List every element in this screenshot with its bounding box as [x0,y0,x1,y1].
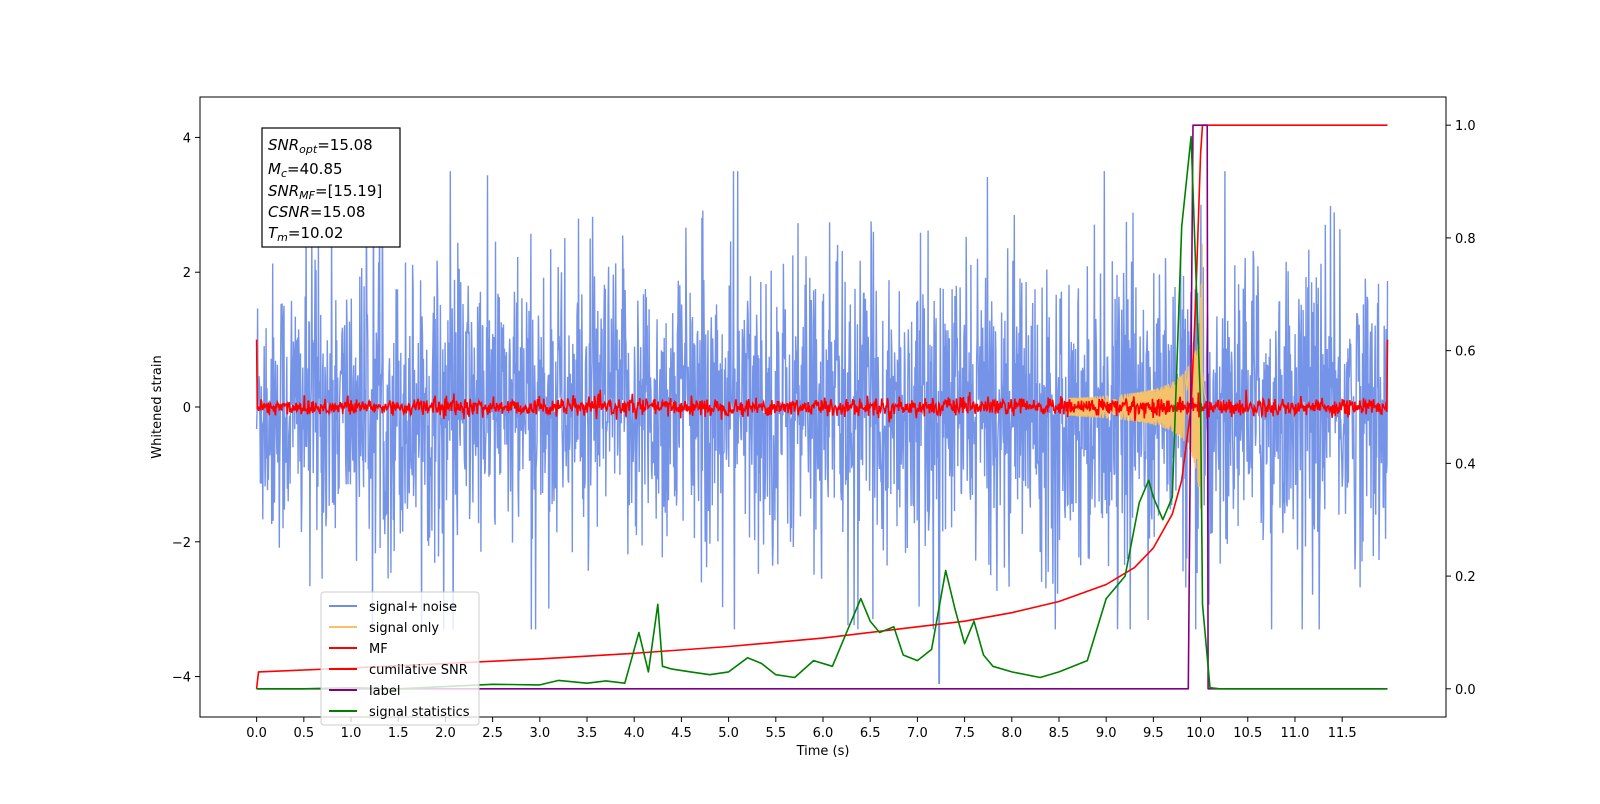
info-snr-opt: SNRopt=15.08 [268,136,373,156]
series-cumulative-snr [255,124,1388,689]
y-right-tick-label: 0.8 [1455,232,1476,247]
x-tick-label: 10.5 [1233,726,1262,741]
x-tick-label: 0.5 [293,726,314,741]
x-tick-label: 2.0 [435,726,456,741]
y-right-tick-label: 0.6 [1455,345,1476,360]
info-box-frame [261,127,401,248]
x-tick-label: 11.0 [1280,726,1309,741]
x-tick-label: 0.0 [246,726,267,741]
x-tick-label: 5.5 [765,726,786,741]
x-tick-label: 11.5 [1328,726,1357,741]
legend-entry: signal only [369,621,439,636]
legend-entry: signal+ noise [369,600,457,615]
y-right-tick-label: 0.4 [1455,457,1476,472]
legend-entry: signal statistics [369,705,470,720]
y-left-tick-label: −2 [172,536,191,551]
x-axis: 0.0 0.5 1.0 1.5 2.0 2.5 3.0 3.5 4.0 4.5 5.0 5.5 6.0 6… [246,717,1357,741]
series-mf [255,339,1389,423]
x-tick-label: 1.0 [341,726,362,741]
info-mc: Mc=40.85 [268,160,343,180]
legend-entry: cumilative SNR [369,663,468,678]
x-tick-label: 7.5 [954,726,975,741]
y-left-tick-label: 2 [183,266,191,281]
series-signal-statistics [256,135,1388,690]
y-right-tick-label: 1.0 [1455,119,1476,134]
x-tick-label: 8.0 [1001,726,1022,741]
y-left-tick-label: −4 [172,671,191,686]
x-tick-label: 6.5 [860,726,881,741]
x-tick-label: 3.5 [577,726,598,741]
x-tick-label: 7.0 [907,726,928,741]
legend-frame [320,591,480,726]
y-left-tick-label: 0 [183,401,191,416]
info-snr-mf: SNRMF=[15.19] [268,182,382,202]
legend: signal+ noise signal only MF cumilative SNR… [320,591,480,726]
x-tick-label: 9.0 [1096,726,1117,741]
series-layer [255,124,1389,690]
x-tick-label: 9.5 [1143,726,1164,741]
x-tick-label: 8.5 [1049,726,1070,741]
info-csnr: CSNR=15.08 [268,203,365,221]
x-axis-label: Time (s) [796,744,850,759]
info-box: SNRopt=15.08 Mc=40.85 SNRMF=[15.19] CSNR… [261,127,401,248]
legend-entry: MF [369,642,388,657]
x-tick-label: 5.0 [718,726,739,741]
x-tick-label: 2.5 [482,726,503,741]
x-tick-label: 4.5 [671,726,692,741]
x-tick-label: 6.0 [813,726,834,741]
y-axis-right: 0.0 0.2 0.4 0.6 0.8 1.0 [1446,119,1476,698]
legend-entry: label [369,684,400,699]
x-tick-label: 1.5 [388,726,409,741]
x-tick-label: 3.0 [529,726,550,741]
y-axis-left: −4 −2 0 2 4 [172,131,200,686]
info-tm: Tm=10.02 [268,224,343,244]
y-axis-label-left: Whitened strain [150,355,165,458]
y-right-tick-label: 0.0 [1455,683,1476,698]
x-tick-label: 10.0 [1186,726,1215,741]
y-left-tick-label: 4 [183,131,191,146]
x-tick-label: 4.0 [624,726,645,741]
y-right-tick-label: 0.2 [1455,570,1476,585]
